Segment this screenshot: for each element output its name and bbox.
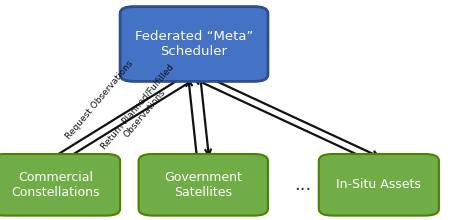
FancyBboxPatch shape <box>319 154 439 216</box>
Text: Government
Satellites: Government Satellites <box>164 171 242 199</box>
FancyBboxPatch shape <box>120 7 268 81</box>
FancyBboxPatch shape <box>139 154 268 216</box>
Text: Request Observations: Request Observations <box>64 59 135 141</box>
Text: Federated “Meta”
Scheduler: Federated “Meta” Scheduler <box>135 30 253 58</box>
Text: ...: ... <box>294 176 311 194</box>
Text: In-Situ Assets: In-Situ Assets <box>336 178 421 191</box>
FancyBboxPatch shape <box>0 154 120 216</box>
Text: Commercial
Constellations: Commercial Constellations <box>11 171 100 199</box>
Text: Return Planned/Fulfilled
Observations: Return Planned/Fulfilled Observations <box>99 62 183 158</box>
